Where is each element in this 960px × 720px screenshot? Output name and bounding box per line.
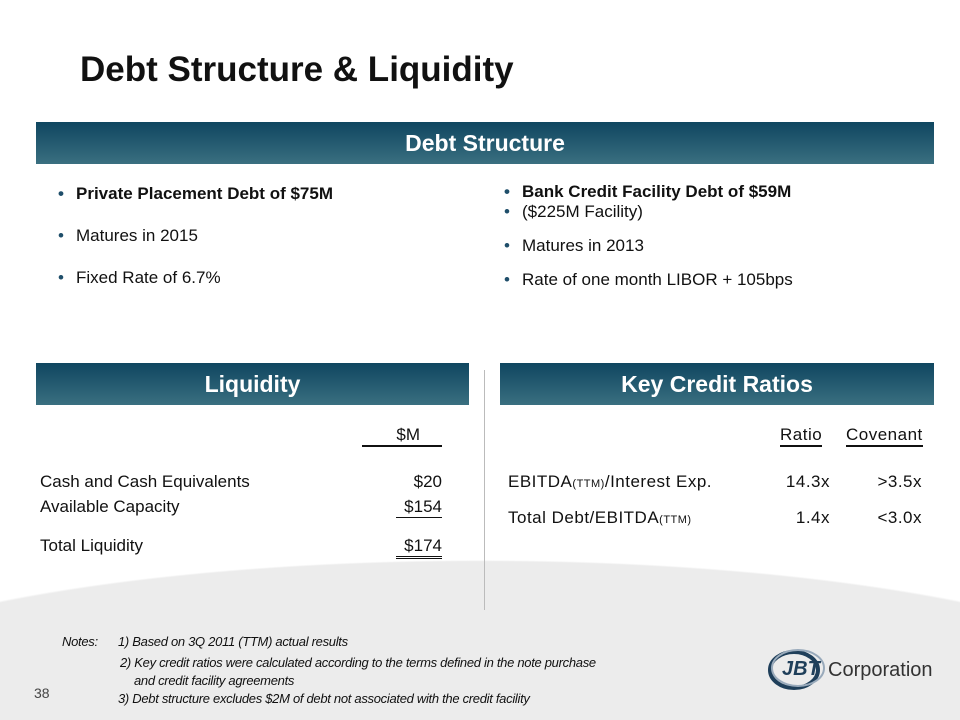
facility-size: ($225M Facility) xyxy=(522,202,643,221)
key-credit-ratios-header: Key Credit Ratios xyxy=(500,363,934,405)
covenant-col-header: Covenant xyxy=(846,425,923,447)
liquidity-col-header: $M xyxy=(362,425,442,447)
ratio-label: EBITDA(TTM)/Interest Exp. xyxy=(508,472,712,492)
note-2-cont: and credit facility agreements xyxy=(134,673,295,688)
debt-left-list: Private Placement Debt of $75M Matures i… xyxy=(58,184,333,288)
list-item-continued: ($225M Facility) xyxy=(504,202,793,222)
divider xyxy=(484,370,485,610)
list-item: Private Placement Debt of $75M xyxy=(58,184,333,204)
list-item: Matures in 2015 xyxy=(58,226,333,246)
logo-swoosh-icon xyxy=(768,649,825,690)
liquidity-value: $20 xyxy=(413,472,442,491)
list-item: Matures in 2013 xyxy=(504,236,793,256)
liquidity-label: Cash and Cash Equivalents xyxy=(40,472,250,491)
liquidity-label: Total Liquidity xyxy=(40,536,144,555)
ratio-value: 14.3x xyxy=(785,472,830,491)
ratio-label-text: Total Debt/EBITDA xyxy=(508,508,660,527)
ratio-label-text: /Interest Exp. xyxy=(604,472,713,491)
ttm-subscript: (TTM) xyxy=(572,478,605,490)
note-2: 2) Key credit ratios were calculated acc… xyxy=(120,655,596,670)
logo-mark: JBT xyxy=(782,658,820,680)
page-number: 38 xyxy=(34,685,50,701)
liquidity-value: $154 xyxy=(396,497,442,518)
notes-label: Notes: xyxy=(62,634,98,649)
liquidity-total: $174 xyxy=(396,536,442,559)
page-title: Debt Structure & Liquidity xyxy=(80,50,514,89)
background-swoosh xyxy=(0,560,960,720)
ratio-col-header: Ratio xyxy=(780,425,823,447)
liquidity-header: Liquidity xyxy=(36,363,469,405)
ratio-value: 1.4x xyxy=(795,508,830,527)
debt-right-list: Bank Credit Facility Debt of $59M ($225M… xyxy=(504,182,793,290)
covenant-value: >3.5x xyxy=(877,472,922,491)
logo-text: Corporation xyxy=(828,658,933,681)
list-item: Fixed Rate of 6.7% xyxy=(58,268,333,288)
covenant-value: <3.0x xyxy=(877,508,922,527)
list-item: Rate of one month LIBOR + 105bps xyxy=(504,270,793,290)
ratio-label: Total Debt/EBITDA(TTM) xyxy=(508,508,692,528)
jbt-logo: JBT Corporation xyxy=(766,648,933,692)
note-1: 1) Based on 3Q 2011 (TTM) actual results xyxy=(118,634,348,649)
debt-structure-header: Debt Structure xyxy=(36,122,934,164)
ttm-subscript: (TTM) xyxy=(659,514,692,526)
liquidity-label: Available Capacity xyxy=(40,497,180,516)
ratio-label-text: EBITDA xyxy=(508,472,573,491)
note-3: 3) Debt structure excludes $2M of debt n… xyxy=(118,691,530,706)
list-item: Bank Credit Facility Debt of $59M xyxy=(504,182,793,202)
